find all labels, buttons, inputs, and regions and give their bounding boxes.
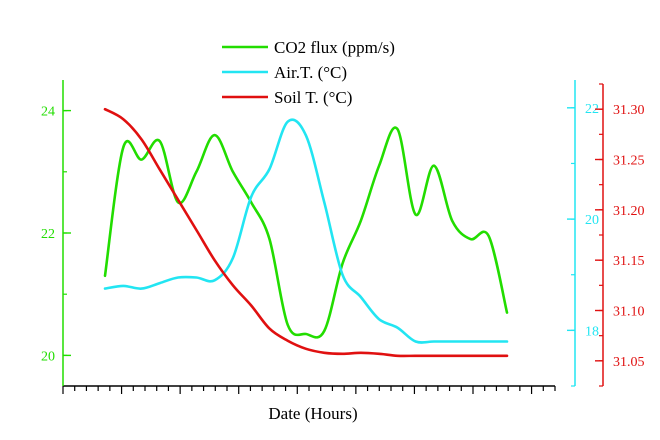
series-line-0 — [103, 126, 509, 339]
co2-axis-tick-label: 22 — [41, 227, 55, 242]
soil-axis-tick-label: 31.15 — [613, 254, 645, 269]
air-axis-tick-label: 18 — [585, 324, 599, 339]
co2-axis-tick-label: 24 — [41, 105, 55, 120]
soil-axis-tick-label: 31.05 — [613, 355, 645, 370]
soil-axis-tick-label: 31.30 — [613, 103, 645, 118]
soil-axis-tick-label: 31.10 — [613, 305, 645, 320]
x-axis-label: Date (Hours) — [268, 404, 357, 423]
co2-axis-tick-label: 20 — [41, 349, 55, 364]
legend-label-1: Air.T. (°C) — [274, 63, 347, 82]
air-axis-tick-label: 20 — [585, 213, 599, 228]
plot-area — [103, 107, 509, 358]
soil-axis-tick-label: 31.20 — [613, 204, 645, 219]
legend: CO2 flux (ppm/s) Air.T. (°C) Soil T. (°C) — [222, 38, 395, 107]
axes: 20 22 24 18 20 22 31.05 31.10 31.15 31.20 31.25 31.… — [41, 80, 645, 394]
legend-label-2: Soil T. (°C) — [274, 88, 352, 107]
air-axis-tick-label: 22 — [585, 102, 599, 117]
series-line-1 — [103, 118, 509, 344]
legend-label-0: CO2 flux (ppm/s) — [274, 38, 395, 57]
soil-axis-tick-label: 31.25 — [613, 154, 645, 169]
series-line-2 — [103, 107, 509, 358]
